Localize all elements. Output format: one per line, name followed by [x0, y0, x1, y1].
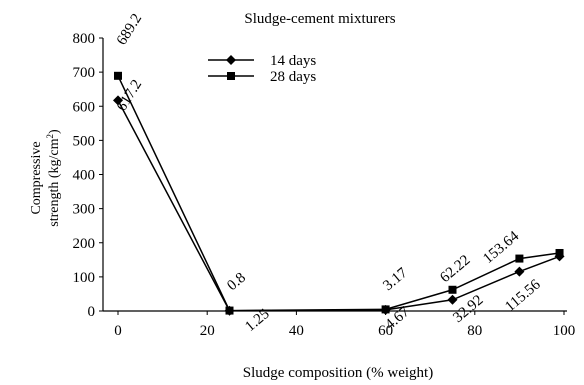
- x-tick-label: 60: [378, 323, 393, 339]
- y-tick-label: 500: [73, 133, 96, 149]
- y-tick-label: 700: [73, 65, 96, 81]
- y-axis-label: Compressive strength (kg/cm2): [29, 129, 62, 227]
- y-tick-label: 0: [88, 304, 96, 320]
- data-label: 62.22: [437, 252, 473, 286]
- series-lines: [117, 75, 560, 312]
- legend-square-marker: [227, 72, 235, 80]
- y-axis-label-unit-superscript: 2: [45, 134, 55, 139]
- series-line-14-days: [117, 100, 560, 312]
- legend-diamond-marker: [226, 55, 236, 65]
- data-label: 689.2: [114, 11, 145, 48]
- legend: 14 days 28 days: [208, 53, 316, 85]
- y-tick-label: 400: [73, 168, 96, 184]
- data-label: 3.17: [380, 265, 411, 294]
- y-axis-label-line-1: Compressive: [29, 141, 44, 214]
- legend-item-14-days: 14 days: [208, 53, 316, 69]
- y-axis-label-line-2-prefix: strength (kg/cm: [47, 138, 62, 226]
- series-markers: [113, 71, 565, 316]
- y-axis-label-line-2-suffix: ): [47, 129, 62, 134]
- data-point-square: [114, 71, 122, 80]
- data-point-square: [448, 285, 457, 294]
- data-label: 0.8: [224, 270, 249, 294]
- series-line-28-days: [117, 75, 560, 312]
- legend-label-28-days: 28 days: [270, 69, 316, 85]
- x-tick-label: 40: [289, 323, 304, 339]
- data-label: 115.56: [502, 276, 544, 315]
- data-labels: 689.2617.20.81.253.174.6762.2232.92153.6…: [114, 11, 544, 335]
- y-axis-ticks: 0 100 200 300 400 500 600 700 800: [73, 31, 103, 320]
- data-point-square: [555, 248, 564, 257]
- x-tick-label: 20: [200, 323, 215, 339]
- data-point-square: [225, 306, 234, 315]
- legend-label-14-days: 14 days: [270, 53, 316, 69]
- y-tick-label: 100: [73, 270, 96, 286]
- chart-title: Sludge-cement mixturers: [244, 11, 395, 27]
- data-point-square: [381, 305, 390, 314]
- legend-item-28-days: 28 days: [208, 69, 316, 85]
- x-tick-label: 100: [553, 323, 576, 339]
- x-tick-label: 80: [467, 323, 482, 339]
- y-tick-label: 600: [73, 99, 96, 115]
- data-label: 32.92: [450, 292, 486, 326]
- y-tick-label: 800: [73, 31, 96, 47]
- y-axis-label-line-2: strength (kg/cm2): [45, 129, 62, 227]
- data-point-diamond: [514, 266, 525, 277]
- y-tick-label: 200: [73, 236, 96, 252]
- y-tick-label: 300: [73, 202, 96, 218]
- data-point-diamond: [447, 294, 458, 305]
- x-tick-label: 0: [114, 323, 122, 339]
- x-axis-ticks: 0 20 40 60 80 100: [114, 311, 575, 339]
- x-axis-label: Sludge composition (% weight): [243, 365, 433, 381]
- data-label: 617.2: [114, 77, 145, 114]
- data-point-square: [515, 254, 524, 263]
- data-point-diamond: [113, 95, 123, 106]
